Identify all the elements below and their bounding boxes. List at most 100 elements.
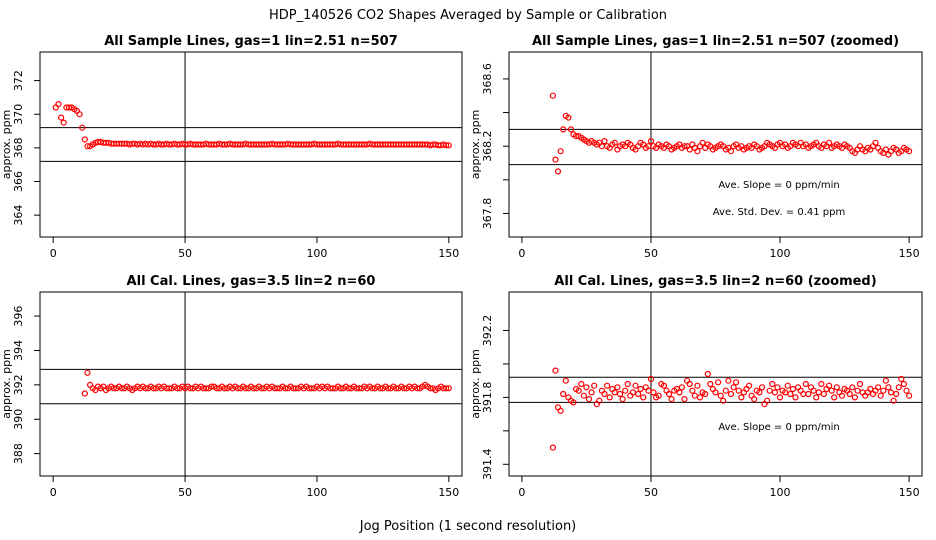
data-point	[815, 389, 822, 396]
panel-3: All Cal. Lines, gas=3.5 lin=2 n=60 0 50 100…	[0, 274, 463, 499]
data-point	[614, 384, 621, 391]
data-point	[905, 392, 913, 399]
data-point	[443, 385, 450, 392]
data-point	[900, 380, 908, 388]
data-point	[84, 369, 91, 376]
data-point	[549, 444, 557, 451]
data-point	[634, 390, 642, 398]
data-point	[681, 396, 688, 403]
x-tick-label: 50	[644, 486, 658, 499]
y-tick-label: 392	[12, 374, 25, 395]
data-point	[572, 133, 580, 140]
data-point	[250, 385, 257, 392]
data-point	[57, 114, 65, 121]
main-title: HDP_140526 CO2 Shapes Averaged by Sample…	[269, 8, 667, 23]
data-point	[242, 385, 249, 392]
data-point	[727, 390, 735, 398]
data-point	[221, 385, 228, 392]
y-tick-label: 368	[12, 137, 25, 158]
data-point	[787, 390, 794, 398]
data-point	[377, 385, 384, 392]
data-point	[784, 382, 791, 389]
data-point	[686, 146, 693, 153]
data-point	[110, 385, 117, 392]
data-point	[877, 392, 884, 399]
data-point	[818, 380, 825, 388]
panel-title: All Cal. Lines, gas=3.5 lin=2 n=60	[127, 274, 376, 289]
data-point	[292, 385, 299, 392]
x-tick-label: 50	[178, 486, 192, 499]
data-point	[583, 384, 590, 391]
data-point	[603, 382, 611, 389]
x-tick-label: 50	[178, 247, 192, 260]
data-point	[813, 394, 820, 401]
data-points	[549, 92, 913, 175]
data-point	[774, 384, 781, 391]
data-point	[601, 390, 608, 398]
y-axis-label: approx. ppm	[469, 349, 482, 419]
data-point	[810, 387, 817, 394]
data-point	[578, 380, 585, 388]
data-point	[789, 385, 797, 393]
data-point	[820, 390, 828, 398]
y-tick-label: 368.6	[481, 63, 494, 95]
data-point	[825, 382, 833, 389]
data-point	[575, 387, 582, 394]
panel-title: All Sample Lines, gas=1 lin=2.51 n=507 (…	[532, 34, 899, 49]
data-point	[55, 100, 62, 108]
data-point	[118, 385, 125, 392]
data-point	[805, 390, 812, 398]
data-point	[274, 385, 281, 392]
data-point	[735, 387, 742, 394]
y-tick-label: 396	[12, 306, 25, 327]
data-point	[717, 392, 724, 399]
data-point	[758, 384, 766, 391]
data-point	[763, 397, 771, 404]
data-point	[727, 148, 735, 155]
data-point	[745, 382, 753, 389]
data-point	[854, 387, 861, 394]
x-tick-label: 150	[899, 247, 920, 260]
data-point	[756, 389, 763, 396]
annotation: Ave. Slope = 0 ppm/min	[718, 180, 839, 191]
data-point	[567, 126, 575, 133]
data-point	[696, 394, 704, 401]
data-point	[591, 382, 598, 389]
data-points	[549, 367, 913, 451]
data-point	[142, 385, 149, 392]
x-tick-label: 0	[50, 486, 57, 499]
data-point	[668, 396, 675, 403]
data-point	[650, 389, 657, 396]
data-point	[174, 385, 181, 392]
data-point	[611, 139, 618, 146]
data-point	[385, 385, 392, 392]
data-point	[557, 407, 564, 414]
data-point	[81, 390, 88, 397]
data-point	[776, 394, 784, 401]
data-point	[622, 387, 629, 394]
data-point	[166, 385, 173, 392]
data-point	[234, 385, 241, 392]
y-tick-label: 367.8	[481, 198, 494, 230]
data-point	[802, 380, 809, 388]
y-tick-label: 391.4	[481, 449, 494, 481]
data-point	[681, 143, 688, 150]
y-tick-label: 394	[12, 340, 25, 361]
data-point	[712, 389, 719, 396]
data-point	[624, 380, 631, 388]
x-tick-label: 100	[306, 247, 327, 260]
data-point	[337, 385, 344, 392]
data-point	[308, 385, 315, 392]
data-point	[714, 379, 722, 386]
annotation: Ave. Std. Dev. = 0.41 ppm	[713, 207, 845, 218]
data-point	[554, 168, 562, 175]
annotation: Ave. Slope = 0 ppm/min	[718, 422, 839, 433]
data-point	[414, 385, 421, 392]
data-point	[676, 389, 683, 396]
x-tick-label: 100	[770, 486, 791, 499]
data-point	[885, 384, 892, 391]
data-point	[393, 385, 400, 392]
y-tick-label: 372	[12, 70, 25, 91]
data-point	[187, 385, 194, 392]
y-tick-label: 368.2	[481, 130, 494, 162]
